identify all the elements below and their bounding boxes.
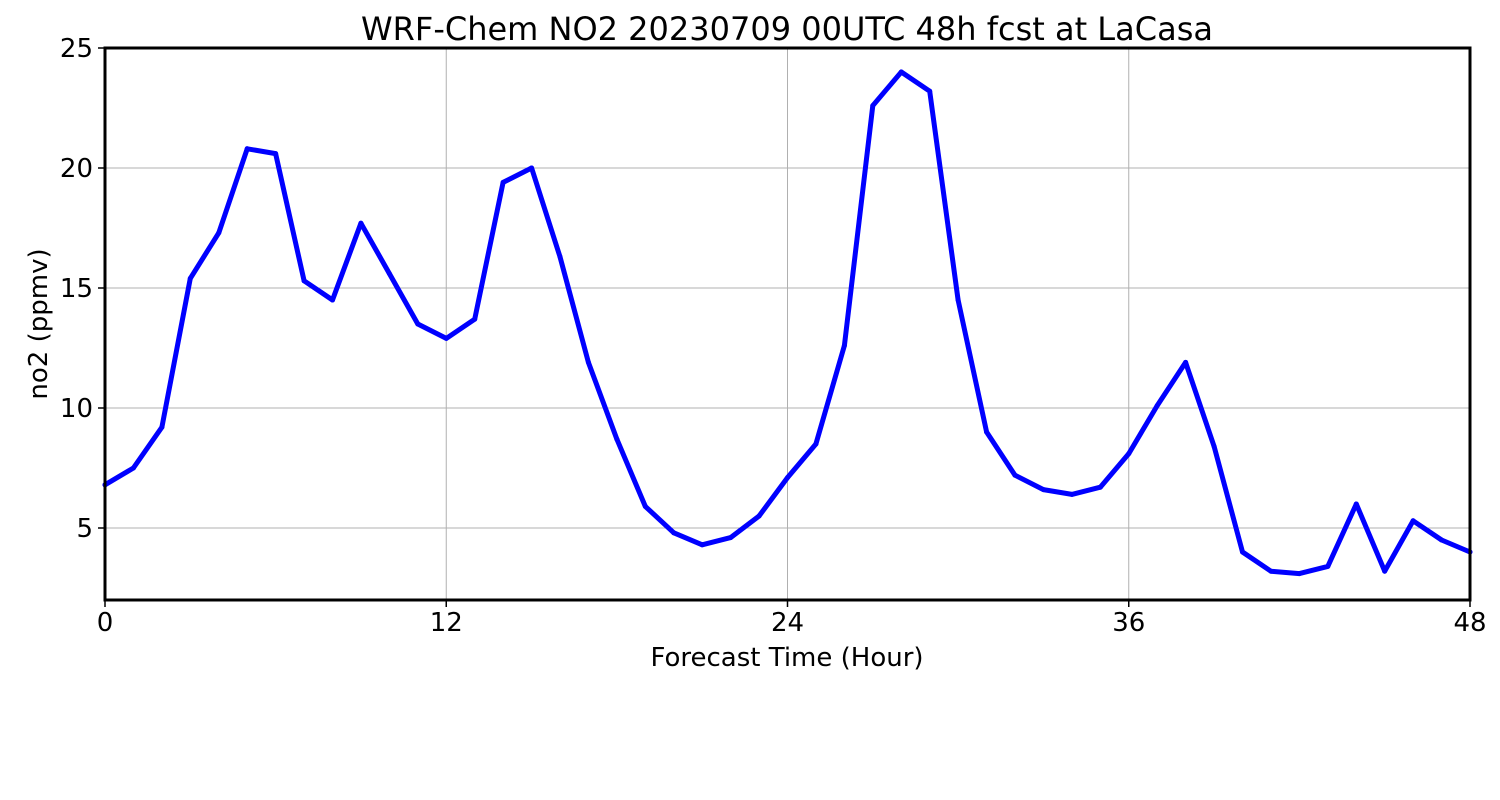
no2-data-point bbox=[1154, 403, 1160, 409]
no2-data-point bbox=[1268, 568, 1274, 574]
no2-data-point bbox=[955, 297, 961, 303]
y-tick-label: 15 bbox=[60, 274, 93, 304]
no2-data-point bbox=[927, 88, 933, 94]
no2-data-point bbox=[386, 271, 392, 277]
no2-data-point bbox=[557, 254, 563, 260]
x-axis-label: Forecast Time (Hour) bbox=[650, 643, 923, 673]
no2-data-point bbox=[1296, 571, 1302, 577]
no2-data-point bbox=[1325, 563, 1331, 569]
y-tick-label: 20 bbox=[60, 154, 93, 184]
no2-data-point bbox=[1410, 518, 1416, 524]
no2-data-point bbox=[500, 179, 506, 185]
tick-layer: 0 12 24 36 48 5 10 15 20 25 bbox=[60, 34, 1487, 638]
no2-data-point bbox=[216, 230, 222, 236]
no2-data-point bbox=[187, 275, 193, 281]
no2-data-point bbox=[443, 335, 449, 341]
no2-data-point bbox=[699, 542, 705, 548]
no2-data-point bbox=[984, 429, 990, 435]
no2-data-point bbox=[1353, 501, 1359, 507]
no2-data-point bbox=[1126, 451, 1132, 457]
no2-data-point bbox=[728, 535, 734, 541]
no2-data-point bbox=[1211, 443, 1217, 449]
no2-data-point bbox=[813, 441, 819, 447]
no2-data-point bbox=[415, 321, 421, 327]
no2-data-point bbox=[472, 316, 478, 322]
y-tick-label: 10 bbox=[60, 394, 93, 424]
no2-data-point bbox=[330, 297, 335, 303]
no2-data-point bbox=[130, 465, 136, 471]
no2-data-point bbox=[585, 359, 591, 365]
no2-data-point bbox=[244, 146, 250, 152]
no2-data-point bbox=[1012, 472, 1018, 478]
no2-data-point bbox=[785, 475, 790, 481]
no2-data-point bbox=[1069, 491, 1075, 497]
no2-data-point bbox=[529, 165, 535, 171]
no2-data-point bbox=[1439, 537, 1445, 543]
no2-data-point bbox=[841, 343, 847, 349]
no2-data-point bbox=[358, 220, 364, 226]
no2-data-point bbox=[1097, 484, 1103, 490]
y-tick-label: 25 bbox=[60, 34, 93, 64]
x-tick-label: 12 bbox=[430, 608, 463, 638]
chart-title: WRF-Chem NO2 20230709 00UTC 48h fcst at … bbox=[361, 10, 1213, 48]
no2-data-point bbox=[870, 103, 876, 109]
y-tick-label: 5 bbox=[76, 514, 93, 544]
no2-data-point bbox=[159, 424, 165, 430]
y-axis-label: no2 (ppmv) bbox=[24, 248, 54, 399]
x-tick-label: 48 bbox=[1453, 608, 1486, 638]
x-tick-label: 36 bbox=[1112, 608, 1145, 638]
no2-data-point bbox=[671, 530, 677, 536]
no2-data-point bbox=[1040, 487, 1046, 493]
x-tick-label: 24 bbox=[771, 608, 804, 638]
no2-data-point bbox=[614, 436, 620, 442]
x-tick-label: 0 bbox=[97, 608, 114, 638]
no2-data-point bbox=[1382, 568, 1388, 574]
no2-data-point bbox=[1183, 359, 1189, 365]
no2-data-point bbox=[898, 69, 904, 75]
no2-data-point bbox=[273, 151, 279, 157]
no2-data-point bbox=[642, 503, 648, 509]
no2-data-point bbox=[1240, 549, 1245, 555]
no2-data-point bbox=[756, 513, 762, 519]
no2-data-point bbox=[301, 278, 307, 284]
